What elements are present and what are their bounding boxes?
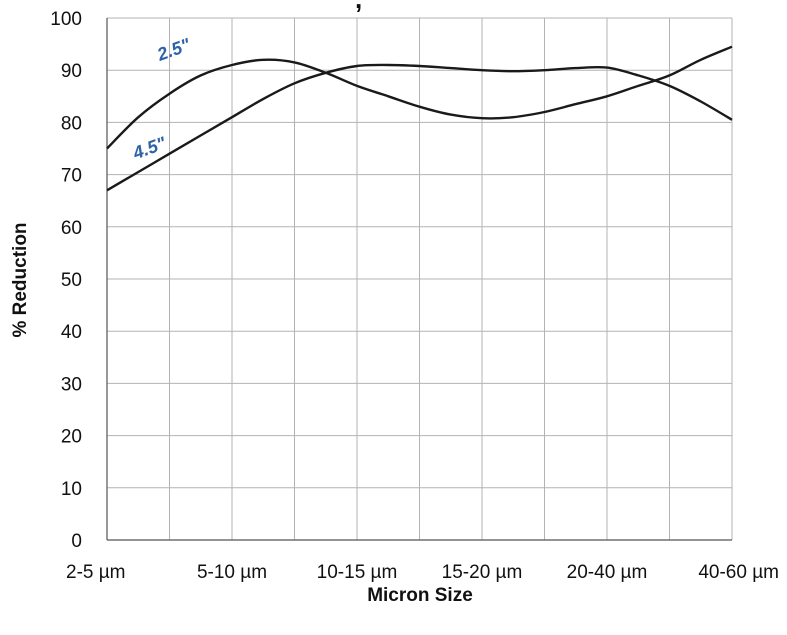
y-tick-label: 100 bbox=[50, 9, 82, 30]
x-tick-label: 2-5 µm bbox=[66, 562, 126, 583]
axes bbox=[106, 18, 732, 541]
chart-title-fragment: , bbox=[355, 0, 362, 14]
x-tick-label: 20-40 µm bbox=[567, 562, 648, 583]
y-tick-label: 0 bbox=[71, 531, 82, 552]
series-line-2 bbox=[106, 63, 733, 192]
y-axis-title: % Reduction bbox=[10, 222, 31, 337]
x-tick-label: 10-15 µm bbox=[317, 562, 398, 583]
y-tick-label: 70 bbox=[61, 166, 82, 187]
y-tick-label: 60 bbox=[61, 218, 82, 239]
y-tick-label: 30 bbox=[61, 374, 82, 395]
grid bbox=[106, 17, 733, 541]
series-line-1 bbox=[106, 45, 733, 150]
y-tick-label: 40 bbox=[61, 322, 82, 343]
series-label-2: 4.5" bbox=[129, 133, 169, 164]
x-axis-title: Micron Size bbox=[367, 585, 473, 606]
x-tick-labels: 2-5 µm 5-10 µm 10-15 µm 15-20 µm 20-40 µm 40-… bbox=[66, 562, 779, 583]
x-tick-label: 15-20 µm bbox=[442, 562, 523, 583]
x-tick-label: 5-10 µm bbox=[197, 562, 267, 583]
x-tick-label: 40-60 µm bbox=[698, 562, 779, 583]
series-lines bbox=[106, 45, 733, 192]
y-tick-label: 20 bbox=[61, 427, 82, 448]
y-tick-label: 50 bbox=[61, 270, 82, 291]
y-tick-label: 80 bbox=[61, 113, 82, 134]
y-tick-label: 90 bbox=[61, 61, 82, 82]
y-tick-label: 10 bbox=[61, 479, 82, 500]
y-tick-labels: 0 10 20 30 40 50 60 70 80 90 100 bbox=[50, 9, 82, 552]
series-label-1: 2.5" bbox=[154, 34, 194, 65]
